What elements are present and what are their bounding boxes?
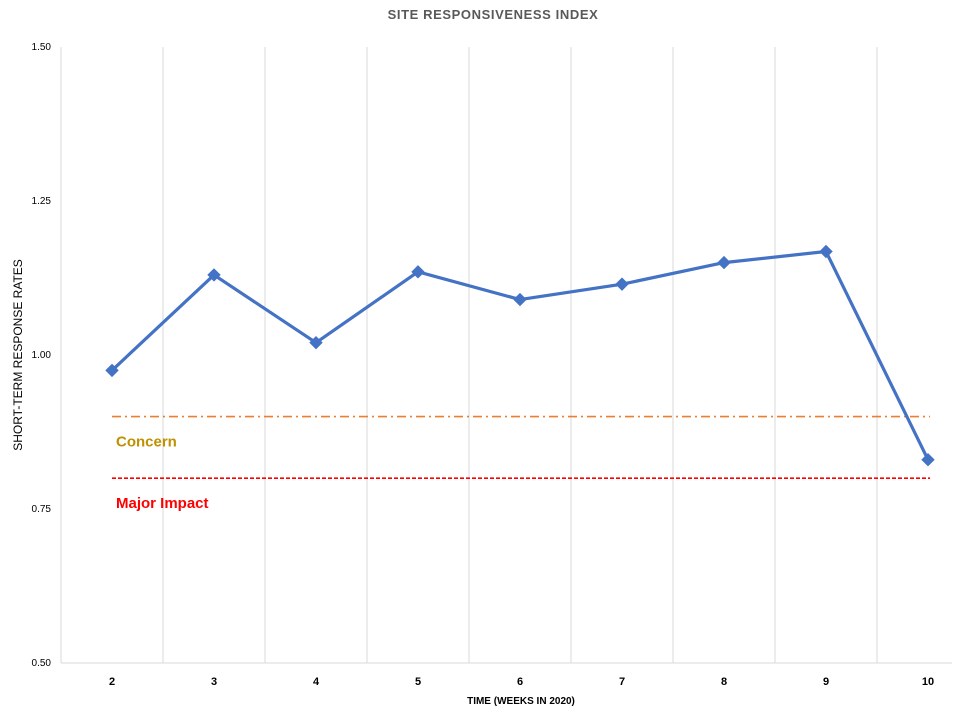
y-tick-label: 0.75 [32,504,52,515]
series-line [110,249,930,461]
x-tick-label: 4 [313,676,320,688]
series-group [105,244,935,467]
x-axis-label: TIME (WEEKS IN 2020) [467,696,575,707]
x-tick-label: 10 [922,676,934,688]
y-tick-label: 1.25 [32,196,52,207]
data-point [309,335,323,350]
data-point [819,244,833,259]
x-tick-label: 6 [517,676,523,688]
reference-line-label: Major Impact [116,495,209,512]
data-point [105,363,119,378]
y-axis-ticks: 0.50 0.75 1.00 1.25 1.50 [32,42,52,669]
data-point [411,265,425,279]
x-tick-label: 2 [109,676,115,688]
data-point [513,292,527,307]
x-tick-label: 5 [415,676,421,688]
y-axis-label: SHORT-TERM RESPONSE RATES [11,259,25,451]
x-tick-label: 3 [211,676,217,688]
y-tick-label: 1.50 [32,42,52,53]
gridlines [60,47,952,664]
x-tick-label: 9 [823,676,829,688]
chart-title: SITE RESPONSIVENESS INDEX [388,7,599,22]
y-tick-label: 0.50 [32,658,52,669]
reference-lines: Concern Major Impact [112,415,930,512]
data-point [921,453,935,467]
reference-line-label: Concern [116,434,177,451]
x-tick-label: 8 [721,676,727,688]
data-point [207,268,221,282]
y-tick-label: 1.00 [32,350,52,361]
x-tick-label: 7 [619,676,625,688]
data-point [717,255,731,270]
data-point [615,277,629,291]
x-axis-ticks: 2 3 4 5 6 7 8 9 10 [109,676,934,688]
